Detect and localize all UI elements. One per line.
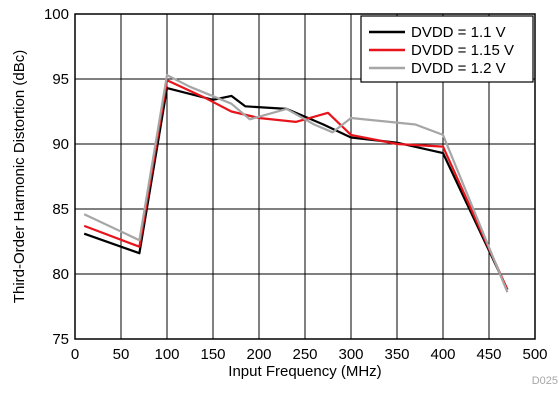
legend-label-2: DVDD = 1.15 V xyxy=(411,42,514,59)
y-tick-label: 85 xyxy=(52,201,69,218)
x-tick-label: 100 xyxy=(154,346,179,363)
x-tick-label: 250 xyxy=(292,346,317,363)
legend-label-1: DVDD = 1.1 V xyxy=(411,24,506,41)
y-tick-label: 100 xyxy=(44,6,69,23)
plot-area-frame xyxy=(74,13,536,340)
x-tick-label: 50 xyxy=(113,346,130,363)
figure-id: D025 xyxy=(532,375,558,387)
y-tick-label: 95 xyxy=(52,71,69,88)
y-tick-label: 80 xyxy=(52,266,69,283)
y-tick-label: 75 xyxy=(52,331,69,348)
x-tick-label: 350 xyxy=(384,346,409,363)
y-tick-label: 90 xyxy=(52,136,69,153)
y-axis-label: Third-Order Harmonic Distortion (dBc) xyxy=(11,50,28,303)
series-lines xyxy=(83,73,509,293)
x-tick-label: 500 xyxy=(522,346,547,363)
series-line-3 xyxy=(83,73,509,293)
x-tick-label: 450 xyxy=(476,346,501,363)
x-tick-label: 0 xyxy=(71,346,79,363)
x-tick-label: 300 xyxy=(338,346,363,363)
x-axis-label: Input Frequency (MHz) xyxy=(228,363,381,380)
x-tick-label: 200 xyxy=(246,346,271,363)
x-tick-label: 150 xyxy=(200,346,225,363)
y-tick-labels: 75 80 85 90 95 100 xyxy=(44,6,69,348)
legend-label-3: DVDD = 1.2 V xyxy=(411,60,506,77)
x-tick-labels: 0 50 100 150 200 250 300 350 400 450 500 xyxy=(71,346,548,363)
x-tick-label: 400 xyxy=(430,346,455,363)
